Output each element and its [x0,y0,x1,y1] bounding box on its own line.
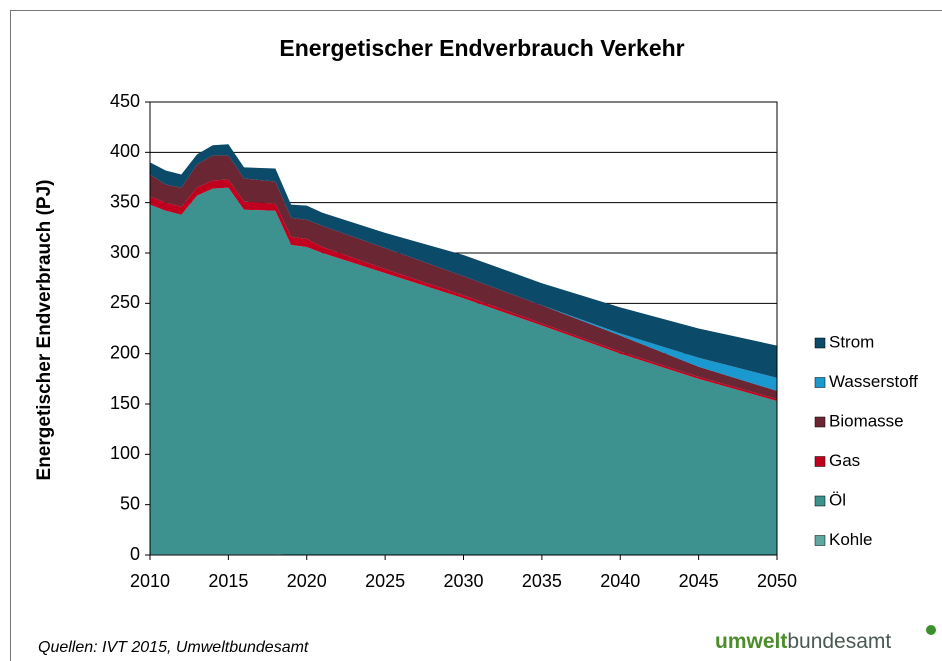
y-tick-label: 300 [110,242,140,262]
x-tick-label: 2040 [600,571,640,591]
area [150,155,777,399]
legend-swatch [814,416,826,428]
legend-label: Strom [829,332,874,351]
x-tick-label: 2030 [443,571,483,591]
legend-swatch [814,535,826,546]
x-tick-label: 2035 [522,571,562,591]
y-axis-label: Energetischer Endverbrauch (PJ) [34,180,55,481]
chart-title: Energetischer Endverbrauch Verkehr [279,35,684,61]
legend-swatch [814,337,826,349]
x-tick-label: 2015 [208,571,248,591]
legend-label: Gas [829,451,860,470]
legend-label: Kohle [829,530,872,549]
legend-swatch [814,495,826,507]
y-tick-label: 350 [110,191,140,211]
legend-label: Biomasse [829,411,904,430]
y-tick-label: 0 [130,544,140,564]
x-tick-label: 2045 [679,571,719,591]
x-tick-label: 2025 [365,571,405,591]
area [150,144,777,378]
y-tick-label: 400 [110,141,140,161]
y-tick-label: 450 [110,91,140,111]
y-tick-label: 200 [110,342,140,362]
logo: umweltbundesamt [715,630,891,653]
y-tick-label: 150 [110,393,140,413]
logo-rest: bundesamt [787,630,891,653]
legend-label: Wasserstoff [829,372,918,391]
x-tick-label: 2050 [757,571,797,591]
logo-icon [926,625,936,635]
y-tick-label: 100 [110,443,140,463]
area [150,187,777,556]
x-tick-label: 2020 [287,571,327,591]
source-note: Quellen: IVT 2015, Umweltbundesamt [38,639,309,656]
frame [10,10,942,661]
x-tick-label: 2010 [130,571,170,591]
area [150,155,777,391]
y-tick-label: 250 [110,292,140,312]
logo-bold: umwelt [715,630,787,653]
legend-swatch [814,456,826,467]
legend-label: Öl [829,490,846,509]
y-tick-label: 50 [120,493,140,513]
legend-swatch [814,377,826,388]
